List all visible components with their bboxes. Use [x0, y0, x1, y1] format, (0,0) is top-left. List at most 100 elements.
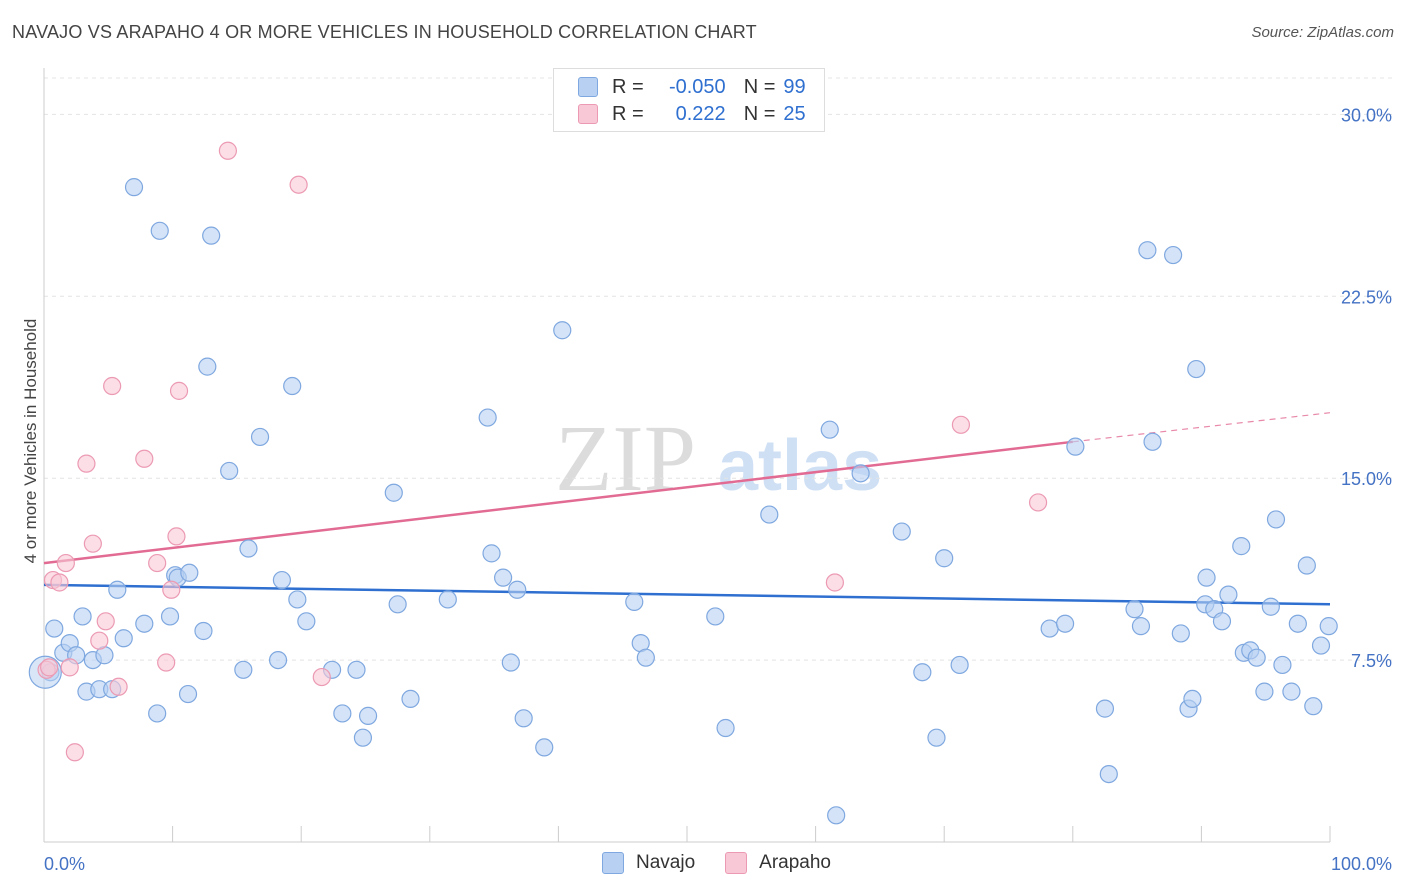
- navajo-point: [1297, 556, 1316, 575]
- navajo-point: [1212, 612, 1232, 631]
- navajo-point: [148, 704, 167, 723]
- legend-n-label: N =: [743, 75, 776, 98]
- trend-lines: [43, 412, 1331, 606]
- legend-item-arapaho[interactable]: Arapaho: [725, 852, 831, 874]
- navajo-point: [514, 709, 533, 728]
- arapaho-point: [96, 612, 115, 631]
- navajo-point: [194, 621, 213, 641]
- legend-arapaho-n: 25: [783, 102, 806, 125]
- tick-labels: 7.5% 15.0% 22.5% 30.0% 0.0% 100.0%: [44, 105, 1392, 874]
- navajo-point: [927, 728, 946, 747]
- navajo-point: [1282, 682, 1301, 701]
- navajo-point: [1219, 585, 1238, 604]
- navajo-point: [401, 689, 420, 709]
- navajo-swatch: [578, 77, 598, 97]
- navajo-point: [1261, 597, 1280, 616]
- navajo-point: [913, 663, 932, 682]
- navajo-point: [1164, 245, 1183, 265]
- arapaho-point: [312, 667, 331, 687]
- arapaho-point: [169, 381, 189, 400]
- navajo-point: [535, 738, 554, 757]
- navajo-point: [272, 570, 292, 590]
- arapaho-trend-extension: [1072, 412, 1331, 443]
- arapaho-point: [83, 534, 102, 553]
- navajo-point: [1131, 617, 1151, 636]
- arapaho-point: [109, 677, 128, 696]
- navajo-point: [820, 420, 839, 439]
- axes: [43, 68, 1331, 843]
- arapaho-point: [218, 141, 237, 160]
- navajo-point: [384, 483, 403, 502]
- navajo-point: [1099, 764, 1118, 784]
- arapaho-point: [825, 573, 844, 592]
- navajo-point: [482, 544, 501, 563]
- y-tick-label: 15.0%: [1341, 469, 1392, 489]
- arapaho-swatch: [578, 104, 598, 124]
- y-axis-label: 4 or more Vehicles in Household: [21, 319, 40, 564]
- legend-item-navajo[interactable]: Navajo: [602, 852, 695, 874]
- navajo-point: [1055, 614, 1075, 633]
- arapaho-point: [90, 631, 109, 650]
- navajo-point: [827, 806, 846, 825]
- navajo-point: [1266, 510, 1286, 529]
- navajo-point: [438, 590, 457, 609]
- navajo-point: [297, 612, 316, 631]
- navajo-point: [478, 408, 497, 427]
- y-tick-label: 22.5%: [1341, 287, 1392, 307]
- navajo-point: [1319, 617, 1338, 636]
- navajo-point: [1143, 432, 1162, 451]
- arapaho-point: [77, 454, 96, 473]
- navajo-legend-swatch: [602, 852, 624, 874]
- arapaho-point: [167, 527, 186, 546]
- x-tick-label: 0.0%: [44, 854, 85, 874]
- navajo-trend-line: [43, 583, 1331, 606]
- navajo-point: [716, 718, 735, 738]
- arapaho-point: [60, 658, 79, 677]
- navajo-point: [333, 704, 352, 723]
- navajo-point: [1171, 624, 1190, 643]
- navajo-point: [220, 461, 239, 481]
- data-points: [28, 141, 1338, 825]
- arapaho-point: [157, 653, 176, 672]
- navajo-point: [108, 580, 127, 599]
- legend-navajo-r: -0.050: [668, 75, 726, 98]
- navajo-point: [636, 648, 655, 667]
- watermark-atlas: atlas: [718, 426, 882, 506]
- navajo-point: [501, 653, 520, 672]
- arapaho-legend-swatch: [725, 852, 748, 874]
- navajo-point: [150, 221, 169, 240]
- source-attribution: Source: ZipAtlas.com: [1251, 24, 1394, 41]
- navajo-point: [180, 563, 199, 582]
- legend-r-label: R =: [612, 75, 644, 98]
- navajo-point: [1183, 689, 1202, 709]
- navajo-point: [239, 539, 258, 558]
- navajo-point: [892, 522, 911, 541]
- navajo-point: [553, 321, 572, 340]
- navajo-point: [347, 660, 366, 679]
- navajo-point: [1197, 568, 1216, 587]
- navajo-point: [1273, 655, 1292, 675]
- arapaho-trend-line: [43, 440, 1073, 565]
- navajo-point: [250, 427, 270, 447]
- navajo-point: [625, 592, 644, 611]
- navajo-point: [851, 464, 870, 483]
- navajo-point: [45, 619, 64, 638]
- navajo-point: [935, 549, 954, 568]
- navajo-point: [135, 614, 154, 633]
- arapaho-point: [135, 449, 154, 468]
- chart-title: NAVAJO VS ARAPAHO 4 OR MORE VEHICLES IN …: [12, 22, 757, 42]
- navajo-point: [1066, 437, 1085, 456]
- navajo-point: [1304, 697, 1323, 716]
- legend-n-label: N =: [743, 102, 776, 125]
- navajo-point: [234, 660, 253, 679]
- arapaho-point: [162, 580, 181, 599]
- y-tick-label: 7.5%: [1351, 651, 1392, 671]
- stats-legend: R = -0.050 N = 99 R = 0.222 N = 25: [553, 68, 825, 132]
- navajo-point: [1187, 359, 1206, 379]
- navajo-point: [178, 684, 198, 704]
- x-tick-label: 100.0%: [1331, 854, 1392, 874]
- navajo-point: [950, 655, 969, 675]
- navajo-point: [124, 178, 144, 197]
- navajo-point: [202, 226, 221, 245]
- navajo-point: [268, 650, 288, 670]
